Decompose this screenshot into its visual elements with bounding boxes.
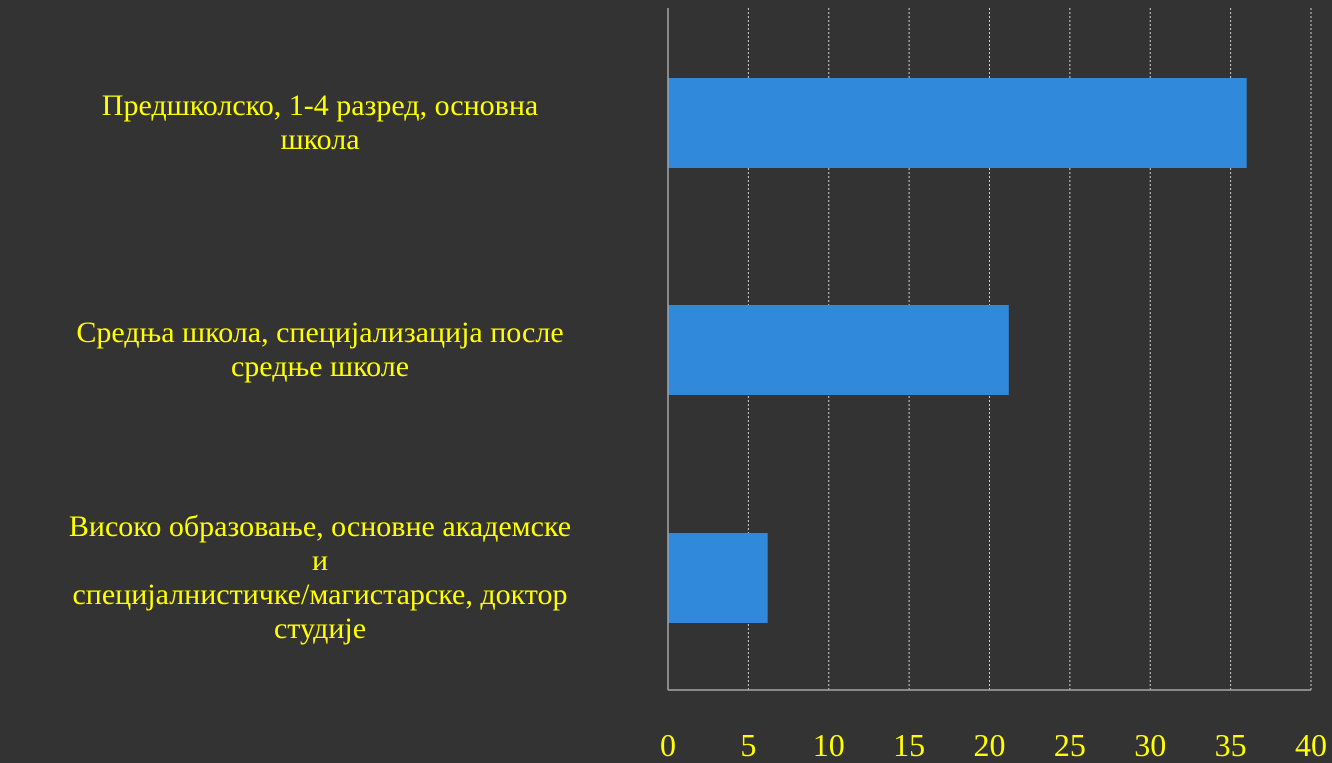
x-tick-label: 0: [660, 727, 676, 763]
bar: [668, 305, 1009, 395]
bar: [668, 533, 768, 623]
category-label-secondary: Средња школа, специјализација после сред…: [76, 316, 564, 383]
x-tick-label: 15: [893, 727, 926, 763]
x-tick-label: 25: [1053, 727, 1086, 763]
bar: [668, 78, 1247, 168]
x-tick-label: 5: [740, 727, 757, 763]
x-tick-label: 40: [1295, 727, 1327, 763]
category-label-higher-education: Високо образовање, основне академске и с…: [68, 510, 572, 645]
x-tick-label: 10: [812, 727, 845, 763]
x-tick-label: 20: [973, 727, 1006, 763]
x-tick-label: 35: [1214, 727, 1247, 763]
category-label-preschool-primary: Предшколско, 1-4 разред, основна школа: [101, 89, 539, 156]
x-tick-label: 30: [1134, 727, 1167, 763]
